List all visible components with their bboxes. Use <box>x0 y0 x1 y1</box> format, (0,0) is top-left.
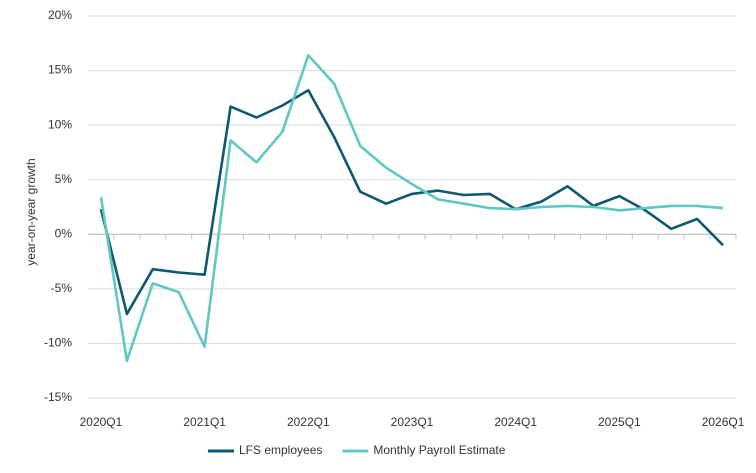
y-tick-label: -5% <box>51 281 73 295</box>
y-tick-label: -15% <box>44 390 72 404</box>
y-tick-label: 0% <box>55 226 73 240</box>
x-tick-label: 2023Q1 <box>391 415 434 429</box>
y-axis-title: year-on-year growth <box>24 158 38 265</box>
y-tick-label: 20% <box>48 8 72 22</box>
y-tick-label: -10% <box>44 336 72 350</box>
series-line <box>99 53 724 363</box>
x-tick-label: 2021Q1 <box>183 415 226 429</box>
series-line <box>99 88 724 316</box>
legend-label: LFS employees <box>239 443 322 457</box>
legend-label: Monthly Payroll Estimate <box>373 443 505 457</box>
y-tick-label: 15% <box>48 63 72 77</box>
x-tick-label: 2024Q1 <box>494 415 537 429</box>
x-tick-label: 2025Q1 <box>598 415 641 429</box>
x-tick-label: 2026Q1 <box>702 415 745 429</box>
x-tick-label: 2022Q1 <box>287 415 330 429</box>
y-tick-label: 10% <box>48 117 72 131</box>
x-tick-label: 2020Q1 <box>80 415 123 429</box>
y-tick-label: 5% <box>55 172 73 186</box>
